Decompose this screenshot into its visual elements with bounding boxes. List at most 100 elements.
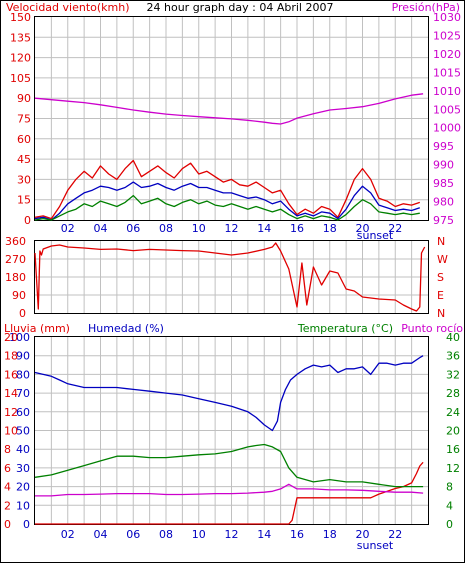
p1-right-tick: 975 <box>433 214 454 227</box>
p3-series-humidity <box>34 355 424 432</box>
p2-right-tick: E <box>437 289 444 302</box>
p3-right-tick: 32 <box>446 368 460 381</box>
p3-right-tick: 8 <box>446 481 453 494</box>
p1-left-tick: 150 <box>10 11 31 24</box>
dewpoint-axis-label: Punto rocío <box>401 322 463 335</box>
p3-rain-tick: 16 <box>4 368 18 381</box>
p1-left-tick: 75 <box>17 113 31 126</box>
p3-rain-tick: 18 <box>4 350 18 363</box>
p1-x-tick: 14 <box>257 222 271 235</box>
p3-rain-tick: 14 <box>4 387 18 400</box>
p3-right-tick: 24 <box>446 406 460 419</box>
pressure-axis-label: Presión(hPa) <box>392 1 460 14</box>
grid-lines <box>35 17 428 524</box>
p3-left-tick: 30 <box>16 462 30 475</box>
p3-series-dewpoint <box>35 483 424 497</box>
p1-series-wind_gust <box>34 194 420 221</box>
p3-x-tick: 22 <box>388 528 402 541</box>
p3-right-tick: 16 <box>446 443 460 456</box>
p3-rain-tick: 20 <box>4 331 18 344</box>
p3-right-tick: 36 <box>446 350 460 363</box>
p3-left-tick: 40 <box>16 443 30 456</box>
p1-right-tick: 1010 <box>433 85 461 98</box>
p3-x-tick: 10 <box>192 528 206 541</box>
p2-series-direction <box>34 242 426 312</box>
p1-right-tick: 985 <box>433 177 454 190</box>
p3-series-rain <box>35 461 424 525</box>
p2-right-tick: N <box>437 235 445 248</box>
p1-x-tick: 10 <box>192 222 206 235</box>
p1-x-tick: 04 <box>94 222 108 235</box>
p1-right-tick: 980 <box>433 196 454 209</box>
p3-x-tick: 14 <box>257 528 271 541</box>
p1-left-tick: 105 <box>10 72 31 85</box>
p3-right-tick: 40 <box>446 331 460 344</box>
p3-right-tick: 12 <box>446 462 460 475</box>
p3-x-tick: 16 <box>290 528 304 541</box>
p3-x-tick: 04 <box>94 528 108 541</box>
p1-left-tick: 120 <box>10 52 31 65</box>
p3-left-tick: 80 <box>16 368 30 381</box>
p1-right-tick: 995 <box>433 140 454 153</box>
p1-left-tick: 30 <box>17 173 31 186</box>
p1-x-tick: 18 <box>323 222 337 235</box>
p1-x-tick: 06 <box>126 222 140 235</box>
p3-right-tick: 28 <box>446 387 460 400</box>
p3-right-tick: 0 <box>446 518 453 531</box>
wind-pressure-plot-frame <box>34 16 429 221</box>
p1-x-tick: 12 <box>225 222 239 235</box>
sunset-label-bottom: sunset <box>357 539 394 552</box>
p3-left-tick: 10 <box>16 499 30 512</box>
p1-right-tick: 1015 <box>433 66 461 79</box>
p1-series-pressure <box>34 93 424 125</box>
humidity-axis-label: Humedad (%) <box>88 322 164 335</box>
chart-title: 24 hour graph day : 04 Abril 2007 <box>147 1 334 14</box>
p1-right-tick: 1020 <box>433 48 461 61</box>
sunset-label-top: sunset <box>357 229 394 242</box>
p2-left-tick: 180 <box>5 271 26 284</box>
p3-series-temperature <box>34 443 424 488</box>
p2-left-tick: 360 <box>5 235 26 248</box>
p3-rain-tick: 6 <box>4 462 11 475</box>
p1-series-wind_avg <box>34 181 421 221</box>
p3-x-tick: 20 <box>356 528 370 541</box>
p3-left-tick: 60 <box>16 406 30 419</box>
axis-tick-labels: 0153045607590105120135150975980985990995… <box>4 11 461 541</box>
p1-right-tick: 1000 <box>433 122 461 135</box>
p3-x-tick: 12 <box>225 528 239 541</box>
p1-left-tick: 135 <box>10 31 31 44</box>
p3-x-tick: 06 <box>126 528 140 541</box>
p2-left-tick: 270 <box>5 253 26 266</box>
p1-left-tick: 45 <box>17 153 31 166</box>
p3-left-tick: 70 <box>16 387 30 400</box>
p1-x-tick: 22 <box>388 222 402 235</box>
p1-right-tick: 990 <box>433 159 454 172</box>
series-lines <box>34 93 426 525</box>
temperature-axis-label: Temperatura (°C) <box>297 322 393 335</box>
p1-series-wind <box>34 159 421 220</box>
p2-left-tick: 0 <box>19 307 26 320</box>
p3-rain-tick: 12 <box>4 406 18 419</box>
p3-left-tick: 0 <box>23 518 30 531</box>
p3-rain-tick: 4 <box>4 481 11 494</box>
p3-left-tick: 20 <box>16 481 30 494</box>
p2-right-tick: W <box>437 253 448 266</box>
p1-right-tick: 1030 <box>433 11 461 24</box>
p3-right-tick: 4 <box>446 499 453 512</box>
p2-right-tick: S <box>437 271 444 284</box>
p1-right-tick: 1005 <box>433 103 461 116</box>
p1-left-tick: 90 <box>17 92 31 105</box>
p1-left-tick: 15 <box>17 194 31 207</box>
p2-right-tick: N <box>437 307 445 320</box>
p3-rain-tick: 2 <box>4 499 11 512</box>
p3-left-tick: 90 <box>16 350 30 363</box>
p1-x-tick: 16 <box>290 222 304 235</box>
p1-left-tick: 60 <box>17 133 31 146</box>
p3-rain-tick: 0 <box>4 518 11 531</box>
wind-axis-label: Velocidad viento(kmh) <box>6 1 130 14</box>
p3-x-tick: 08 <box>159 528 173 541</box>
p3-x-tick: 18 <box>323 528 337 541</box>
p2-left-tick: 90 <box>12 289 26 302</box>
